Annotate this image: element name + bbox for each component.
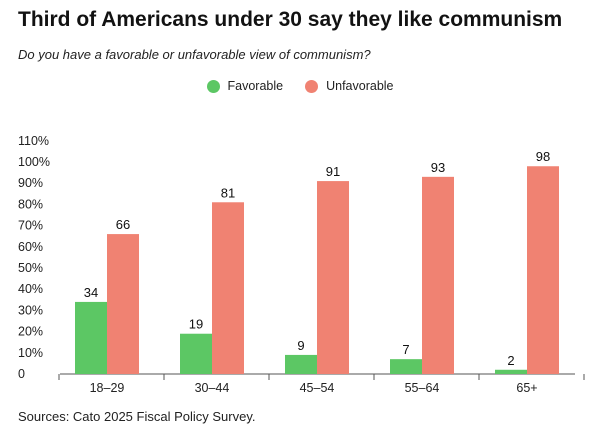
bar-favorable (285, 354, 317, 374)
bar-unfavorable (317, 181, 349, 374)
chart-legend: Favorable Unfavorable (0, 79, 600, 93)
y-tick-label: 30% (18, 303, 43, 317)
y-tick-label: 50% (18, 261, 43, 275)
bar-chart: 0 10% 20% 30% 40% 50% 60% 70% 80% 90% 100% 110% 34 66… (18, 134, 585, 395)
y-tick-label: 20% (18, 325, 43, 339)
data-label-favorable: 9 (297, 338, 304, 353)
bar-favorable (390, 359, 422, 374)
bar-favorable (180, 333, 212, 374)
bar-unfavorable (422, 176, 454, 374)
bar-unfavorable (212, 202, 244, 374)
legend-swatch-unfavorable (305, 79, 319, 93)
y-tick-label: 90% (18, 176, 43, 190)
data-label-unfavorable: 98 (536, 149, 550, 164)
y-tick-label: 60% (18, 240, 43, 254)
data-label-favorable: 19 (189, 317, 203, 332)
chart-subtitle: Do you have a favorable or unfavorable v… (18, 47, 371, 62)
bar-favorable (495, 369, 527, 374)
legend-item-favorable: Favorable (206, 79, 284, 93)
data-label-unfavorable: 93 (431, 160, 445, 175)
x-tick-label: 65+ (516, 381, 537, 395)
chart-title: Third of Americans under 30 say they lik… (18, 8, 563, 31)
y-tick-label: 100% (18, 155, 50, 169)
y-tick-label: 0 (18, 367, 25, 381)
y-tick-label: 10% (18, 346, 43, 360)
source-note: Sources: Cato 2025 Fiscal Policy Survey. (18, 409, 256, 424)
data-label-unfavorable: 66 (116, 217, 130, 232)
y-tick-label: 40% (18, 282, 43, 296)
data-label-favorable: 2 (507, 353, 514, 368)
y-tick-label: 80% (18, 197, 43, 211)
legend-label-unfavorable: Unfavorable (326, 79, 394, 93)
data-label-unfavorable: 91 (326, 164, 340, 179)
y-tick-label: 110% (18, 134, 49, 148)
legend-swatch-favorable (206, 79, 220, 93)
x-tick-label: 45–54 (300, 381, 335, 395)
y-tick-label: 70% (18, 219, 43, 233)
bar-unfavorable (527, 166, 559, 374)
data-label-favorable: 7 (402, 342, 409, 357)
legend-item-unfavorable: Unfavorable (305, 79, 394, 93)
x-tick-label: 18–29 (90, 381, 125, 395)
data-label-favorable: 34 (84, 285, 98, 300)
x-tick-label: 55–64 (405, 381, 440, 395)
x-tick-label: 30–44 (195, 381, 230, 395)
bar-favorable (75, 301, 107, 374)
data-label-unfavorable: 81 (221, 185, 235, 200)
bar-unfavorable (107, 234, 139, 374)
legend-label-favorable: Favorable (227, 79, 284, 93)
